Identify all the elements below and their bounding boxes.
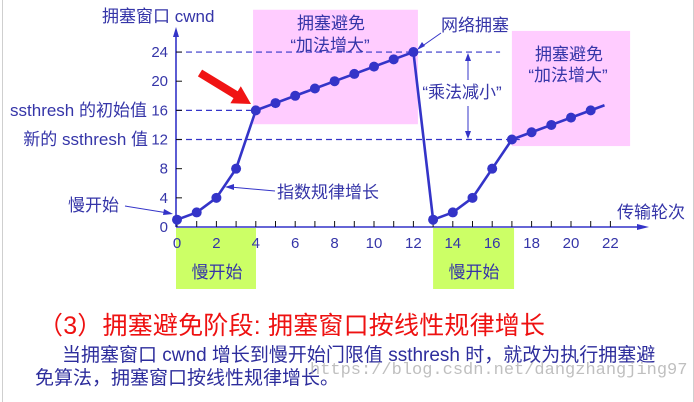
x-tick-label: 10: [366, 235, 383, 252]
multiplicative-decrease-double-arrow: [465, 53, 471, 139]
arrow-up-icon: [465, 53, 471, 61]
exponential-growth-pointer: [225, 184, 276, 192]
data-point: [369, 61, 379, 72]
congestion-avoidance-regions: [253, 9, 631, 147]
watermark: https://blog.csdn.net/dangzhangjing97: [310, 361, 688, 380]
y-tick-label: 4: [160, 190, 168, 207]
y-tick-label: 12: [151, 132, 168, 149]
data-point: [585, 105, 596, 116]
x-tick-label: 8: [330, 235, 338, 252]
x-tick-label: 18: [523, 235, 540, 252]
congestion-avoidance-region-2: [511, 30, 631, 147]
x-tick-label: 6: [291, 235, 299, 252]
slow-start-pointer: [124, 205, 173, 215]
y-axis: [173, 27, 179, 227]
data-point: [250, 105, 261, 116]
x-axis-arrow-icon: [637, 224, 649, 230]
region-2-sublabel: “加法增大”: [528, 66, 608, 85]
data-point: [566, 112, 576, 123]
y-axis-arrow-icon: [173, 27, 179, 37]
red-pointer-arrow-icon: [197, 69, 251, 104]
data-point: [447, 207, 458, 218]
x-tick-label: 16: [484, 235, 501, 252]
x-tick-label: 20: [563, 235, 580, 252]
y-tick-label: 16: [151, 102, 168, 119]
slow-start-callout: 慢开始: [68, 195, 119, 215]
data-point: [487, 163, 498, 174]
network-congestion-pointer: [417, 32, 442, 50]
data-point: [546, 119, 557, 130]
x-tick-label: 12: [405, 235, 422, 252]
arrowhead-icon: [417, 42, 425, 50]
data-point: [467, 192, 478, 203]
region-1-sublabel: “加法增大”: [290, 36, 370, 55]
data-point: [191, 207, 202, 218]
x-tick-label: 22: [602, 235, 619, 252]
band-1-label: 慢开始: [192, 262, 243, 282]
data-point: [526, 127, 537, 138]
paragraph-line-1: 当拥塞窗口 cwnd 增长到慢开始门限值 ssthresh 时，就改为执行拥塞避: [62, 345, 656, 366]
reference-lines: [176, 51, 520, 141]
data-point: [172, 214, 182, 225]
data-point: [290, 90, 301, 101]
region-2-label: 拥塞避免: [535, 45, 603, 64]
data-point: [329, 76, 340, 87]
y-tick-label: 0: [160, 219, 168, 236]
y-tick-label: 24: [151, 44, 168, 61]
multiplicative-decrease-label: “乘法减小”: [422, 83, 502, 102]
slow-start-band-1: [176, 228, 256, 289]
data-point: [211, 192, 222, 203]
slow-start-bands: [176, 228, 515, 289]
x-axis-title: 传输轮次: [617, 203, 685, 222]
data-point: [231, 163, 242, 174]
data-point: [388, 54, 399, 65]
section-heading: （3）拥塞避免阶段: 拥塞窗口按线性规律增长: [38, 312, 546, 340]
paragraph-line-2: 免算法，拥塞窗口按线性规律增长。: [35, 368, 340, 389]
initial-ssthresh-label: ssthresh 的初始值: [10, 101, 147, 120]
x-tick-label: 14: [444, 235, 461, 252]
data-point: [309, 83, 320, 94]
x-tick-label: 0: [173, 235, 181, 252]
data-point: [428, 214, 439, 225]
x-axis: [176, 224, 649, 230]
congestion-avoidance-region-1: [253, 9, 418, 125]
cwnd-series: [172, 47, 605, 225]
arrowhead-icon: [225, 184, 234, 190]
network-congestion-callout: 网络拥塞: [441, 16, 509, 35]
band-2-label: 慢开始: [449, 262, 500, 282]
arrowhead-icon: [163, 209, 173, 215]
data-point: [408, 47, 419, 58]
data-point: [270, 98, 281, 109]
left-border: [2, 0, 3, 402]
slow-start-band-2: [433, 228, 515, 289]
exponential-growth-callout: 指数规律增长: [277, 183, 379, 202]
y-tick-label: 20: [151, 73, 168, 90]
data-point: [506, 134, 517, 145]
arrow-down-icon: [465, 131, 471, 139]
data-point: [349, 68, 360, 79]
new-ssthresh-label: 新的 ssthresh 值: [23, 130, 148, 149]
y-tick-label: 8: [160, 161, 168, 178]
region-1-label: 拥塞避免: [297, 14, 365, 33]
y-axis-title: 拥塞窗口 cwnd: [102, 7, 214, 26]
x-tick-label: 2: [212, 235, 220, 252]
x-tick-label: 4: [252, 235, 260, 252]
